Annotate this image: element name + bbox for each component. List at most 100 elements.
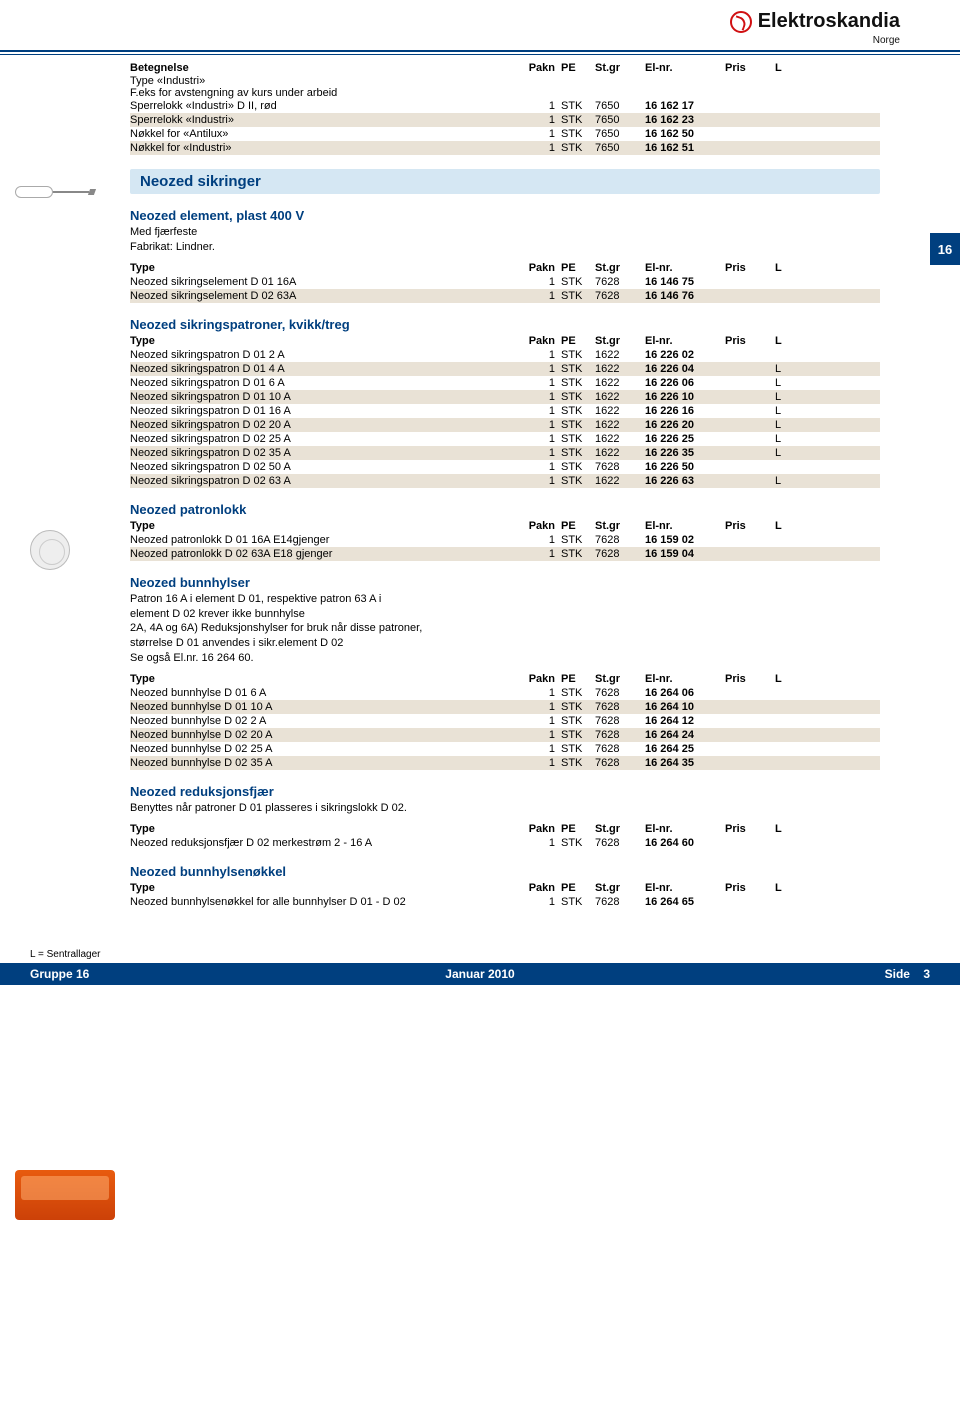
cell-elnr: 16 159 02	[645, 534, 725, 546]
cell-elnr: 16 146 75	[645, 276, 725, 288]
col-pakn: Pakn	[510, 882, 555, 894]
cell-stgr: 1622	[595, 377, 645, 389]
cell-elnr: 16 226 35	[645, 447, 725, 459]
cell-pe: STK	[555, 837, 595, 849]
cell-l: L	[775, 475, 795, 487]
cell-pris	[725, 687, 775, 699]
subheading-element: Neozed element, plast 400 V	[130, 208, 880, 223]
cell-l	[775, 128, 795, 140]
col-pe: PE	[555, 335, 595, 347]
section-bar-neozed: Neozed sikringer	[130, 169, 880, 194]
cell-elnr: 16 226 10	[645, 391, 725, 403]
subheading-patronlokk: Neozed patronlokk	[130, 502, 880, 517]
col-stgr: St.gr	[595, 520, 645, 532]
table-row: Neozed bunnhylse D 01 10 A1STK762816 264…	[130, 700, 880, 714]
cell-pakn: 1	[510, 290, 555, 302]
cell-elnr: 16 226 02	[645, 349, 725, 361]
cell-pakn: 1	[510, 349, 555, 361]
table-header-row: Type Pakn PE St.gr El-nr. Pris L	[130, 334, 880, 348]
cell-pris	[725, 391, 775, 403]
col-l: L	[775, 262, 795, 274]
cell-type: Neozed patronlokk D 01 16A E14gjenger	[130, 534, 510, 546]
col-stgr: St.gr	[595, 823, 645, 835]
col-pe: PE	[555, 882, 595, 894]
page-footer: L = Sentrallager Gruppe 16 Januar 2010 S…	[0, 949, 960, 985]
table-row: Neozed sikringspatron D 02 63 A1STK16221…	[130, 474, 880, 488]
table-row: Neozed bunnhylse D 02 2 A1STK762816 264 …	[130, 714, 880, 728]
element-table: Type Pakn PE St.gr El-nr. Pris L Neozed …	[130, 261, 880, 303]
col-type: Type	[130, 673, 510, 685]
screwdriver-icon	[15, 185, 95, 199]
cell-pakn: 1	[510, 142, 555, 154]
table-header-row: Type Pakn PE St.gr El-nr. Pris L	[130, 519, 880, 533]
cell-pe: STK	[555, 757, 595, 769]
cell-pakn: 1	[510, 363, 555, 375]
footer-left: Gruppe 16	[0, 967, 330, 981]
cell-type: Nøkkel for «Industri»	[130, 142, 510, 154]
top-subtitle-1: Type «Industri»	[130, 75, 880, 87]
table-header-row: Type Pakn PE St.gr El-nr. Pris L	[130, 261, 880, 275]
cell-pakn: 1	[510, 461, 555, 473]
cell-pakn: 1	[510, 729, 555, 741]
cell-pe: STK	[555, 290, 595, 302]
cell-l: L	[775, 377, 795, 389]
cell-elnr: 16 162 51	[645, 142, 725, 154]
col-l: L	[775, 882, 795, 894]
cell-l: L	[775, 391, 795, 403]
cell-l: L	[775, 363, 795, 375]
cell-type: Neozed sikringselement D 01 16A	[130, 276, 510, 288]
table-row: Neozed sikringspatron D 02 25 A1STK16221…	[130, 432, 880, 446]
cell-stgr: 7628	[595, 715, 645, 727]
cell-type: Neozed patronlokk D 02 63A E18 gjenger	[130, 548, 510, 560]
cell-l	[775, 548, 795, 560]
page-section-tab: 16	[930, 233, 960, 265]
col-elnr: El-nr.	[645, 823, 725, 835]
col-type: Type	[130, 823, 510, 835]
cell-l: L	[775, 447, 795, 459]
bunnhylser-table: Type Pakn PE St.gr El-nr. Pris L Neozed …	[130, 672, 880, 770]
cell-pris	[725, 837, 775, 849]
col-pris: Pris	[725, 823, 775, 835]
cell-pris	[725, 276, 775, 288]
table-row: Neozed bunnhylse D 01 6 A1STK762816 264 …	[130, 686, 880, 700]
desc-element: Med fjærfesteFabrikat: Lindner.	[130, 225, 880, 255]
col-l: L	[775, 62, 795, 74]
cell-stgr: 7628	[595, 461, 645, 473]
footer-right-label: Side	[885, 967, 910, 981]
cell-elnr: 16 264 60	[645, 837, 725, 849]
cell-elnr: 16 264 12	[645, 715, 725, 727]
cell-type: Sperrelokk «Industri»	[130, 114, 510, 126]
cell-l	[775, 276, 795, 288]
cell-pe: STK	[555, 391, 595, 403]
top-table: Betegnelse Pakn PE St.gr El-nr. Pris L T…	[130, 61, 880, 155]
cell-stgr: 7628	[595, 276, 645, 288]
cell-stgr: 7628	[595, 290, 645, 302]
cell-l	[775, 349, 795, 361]
col-type: Type	[130, 335, 510, 347]
cell-l	[775, 461, 795, 473]
cell-l: L	[775, 433, 795, 445]
cell-l	[775, 534, 795, 546]
cell-pe: STK	[555, 419, 595, 431]
brand-logo: Elektroskandia	[730, 10, 900, 33]
cell-pe: STK	[555, 687, 595, 699]
cell-stgr: 1622	[595, 433, 645, 445]
cell-type: Neozed sikringspatron D 02 35 A	[130, 447, 510, 459]
cell-pe: STK	[555, 363, 595, 375]
table-row: Neozed sikringspatron D 02 50 A1STK76281…	[130, 460, 880, 474]
fuse-icon	[30, 530, 80, 580]
cell-stgr: 7650	[595, 128, 645, 140]
cell-l	[775, 687, 795, 699]
cell-type: Neozed bunnhylse D 01 10 A	[130, 701, 510, 713]
cell-pris	[725, 757, 775, 769]
col-pris: Pris	[725, 262, 775, 274]
cell-pakn: 1	[510, 548, 555, 560]
cell-pris	[725, 729, 775, 741]
cell-pakn: 1	[510, 743, 555, 755]
cell-elnr: 16 264 65	[645, 896, 725, 908]
cell-stgr: 7650	[595, 100, 645, 112]
col-stgr: St.gr	[595, 62, 645, 74]
cell-pe: STK	[555, 461, 595, 473]
cell-type: Neozed sikringspatron D 01 6 A	[130, 377, 510, 389]
cell-pakn: 1	[510, 128, 555, 140]
